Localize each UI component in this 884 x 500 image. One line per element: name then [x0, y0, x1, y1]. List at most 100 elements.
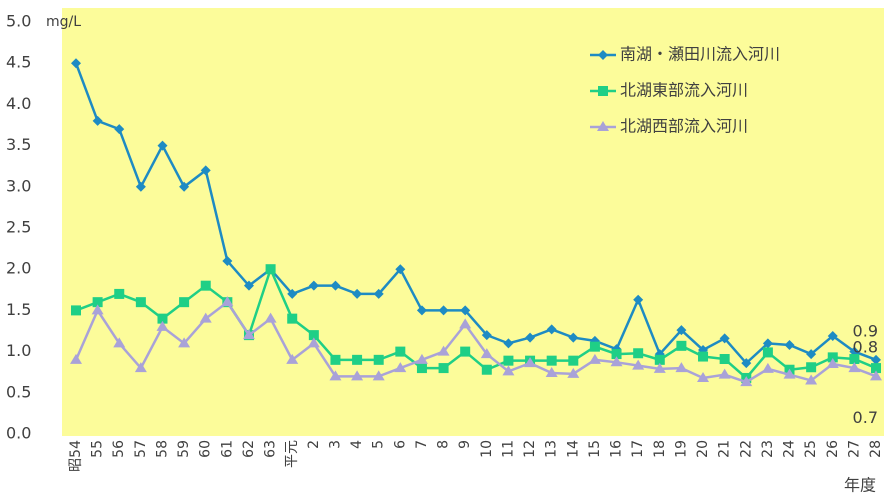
point — [70, 353, 82, 364]
x-tick-label: 8 — [436, 440, 452, 449]
point — [783, 368, 796, 379]
y-tick-label: 1.0 — [6, 341, 31, 360]
point — [92, 115, 103, 126]
x-tick-label: 55 — [90, 440, 106, 458]
point — [437, 345, 450, 356]
y-tick-label: 3.5 — [6, 135, 31, 154]
x-tick-label: 14 — [565, 440, 581, 458]
point — [264, 312, 277, 323]
point — [179, 297, 190, 308]
point — [307, 337, 320, 348]
legend-label: 北湖西部流入河川 — [620, 117, 748, 136]
point — [568, 355, 579, 366]
point — [71, 305, 81, 316]
point — [697, 371, 710, 382]
x-tick-label: 28 — [868, 440, 884, 458]
point — [200, 280, 211, 291]
point — [179, 181, 190, 192]
point — [761, 362, 774, 373]
point — [611, 349, 622, 360]
point — [352, 288, 363, 299]
point — [460, 305, 471, 316]
legend-marker — [598, 86, 608, 96]
point — [200, 165, 211, 176]
x-tick-label: 27 — [846, 440, 862, 458]
point — [568, 332, 579, 343]
point — [438, 363, 449, 374]
point — [308, 280, 319, 291]
x-tick-label: 9 — [457, 440, 473, 449]
point — [826, 357, 839, 368]
x-tick-label: 7 — [414, 440, 430, 449]
point — [372, 370, 385, 381]
x-tick-label: 18 — [652, 440, 668, 458]
y-tick-label: 2.0 — [6, 259, 31, 278]
point — [805, 374, 818, 385]
x-axis-label: 年度 — [844, 476, 876, 495]
x-tick-label: 4 — [349, 440, 365, 449]
point — [91, 304, 104, 315]
point — [135, 181, 146, 192]
x-tick-label: 58 — [154, 440, 170, 458]
point — [503, 338, 514, 349]
point — [395, 346, 406, 357]
point — [416, 363, 427, 374]
point — [653, 362, 666, 373]
point — [416, 305, 427, 316]
y-tick-label: 4.5 — [6, 53, 31, 72]
x-tick-label: 20 — [695, 440, 711, 458]
point — [352, 354, 363, 365]
point — [329, 370, 342, 381]
point — [330, 280, 341, 291]
x-tick-label: 23 — [760, 440, 776, 458]
point — [221, 296, 234, 307]
point — [199, 312, 212, 323]
series-line — [74, 62, 877, 365]
y-unit: mg/L — [46, 14, 81, 30]
point — [114, 288, 125, 299]
x-tick-label: 61 — [219, 440, 235, 458]
x-tick-label: 13 — [544, 440, 560, 458]
x-tick-label: 3 — [327, 440, 343, 449]
point — [633, 348, 644, 359]
point — [676, 340, 687, 351]
point — [632, 359, 645, 370]
x-tick-label: 10 — [479, 440, 495, 458]
point — [287, 313, 298, 324]
point — [871, 354, 881, 365]
point — [545, 367, 558, 378]
x-tick-label: 17 — [630, 440, 646, 458]
point — [718, 368, 731, 379]
point — [157, 140, 168, 151]
x-tick-label: 2 — [306, 440, 322, 449]
point — [719, 354, 730, 365]
point — [480, 348, 493, 359]
point — [373, 288, 384, 299]
series-line — [74, 300, 877, 384]
point — [654, 354, 665, 365]
point — [156, 320, 169, 331]
x-tick-label: 平元 — [284, 440, 300, 468]
point — [373, 354, 384, 365]
point — [870, 370, 882, 381]
point — [308, 330, 319, 341]
point — [178, 337, 191, 348]
point — [676, 325, 687, 336]
point — [698, 351, 709, 362]
point — [762, 347, 773, 358]
x-tick-label: 60 — [198, 440, 214, 458]
point — [827, 330, 838, 341]
point — [784, 340, 795, 351]
x-tick-label: 57 — [133, 440, 149, 458]
x-tick-label: 15 — [587, 440, 603, 458]
x-tick-label: 12 — [522, 440, 538, 458]
y-tick-label: 0.5 — [6, 382, 31, 401]
x-tick-label: 62 — [241, 440, 257, 458]
point — [675, 362, 688, 373]
point — [719, 333, 730, 344]
point — [481, 330, 492, 341]
point — [546, 355, 557, 366]
point — [589, 341, 600, 352]
x-tick-label: 5 — [371, 440, 387, 449]
